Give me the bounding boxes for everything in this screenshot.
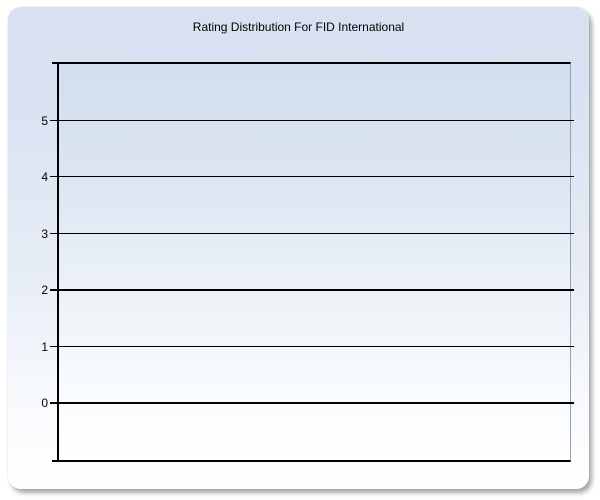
y-axis-tick-label: 5: [41, 113, 48, 128]
gridline: [50, 289, 574, 291]
gridline: [50, 402, 574, 404]
y-axis-tick-label: 1: [41, 339, 48, 354]
y-axis-tick-label: 2: [41, 283, 48, 298]
axis-tick: [52, 62, 59, 64]
y-axis-tick-label: 4: [41, 170, 48, 185]
y-axis-tick-label: 3: [41, 226, 48, 241]
chart-panel: Rating Distribution For FID Internationa…: [8, 7, 589, 489]
gridline: [50, 119, 574, 121]
y-axis-tick-label: 0: [41, 396, 48, 411]
gridline: [50, 232, 574, 234]
gridline: [50, 176, 574, 178]
axis-tick: [52, 460, 59, 462]
plot-area: 5 4 3 2 1 0: [41, 62, 574, 462]
gridline: [50, 345, 574, 348]
chart-title: Rating Distribution For FID Internationa…: [192, 20, 405, 34]
